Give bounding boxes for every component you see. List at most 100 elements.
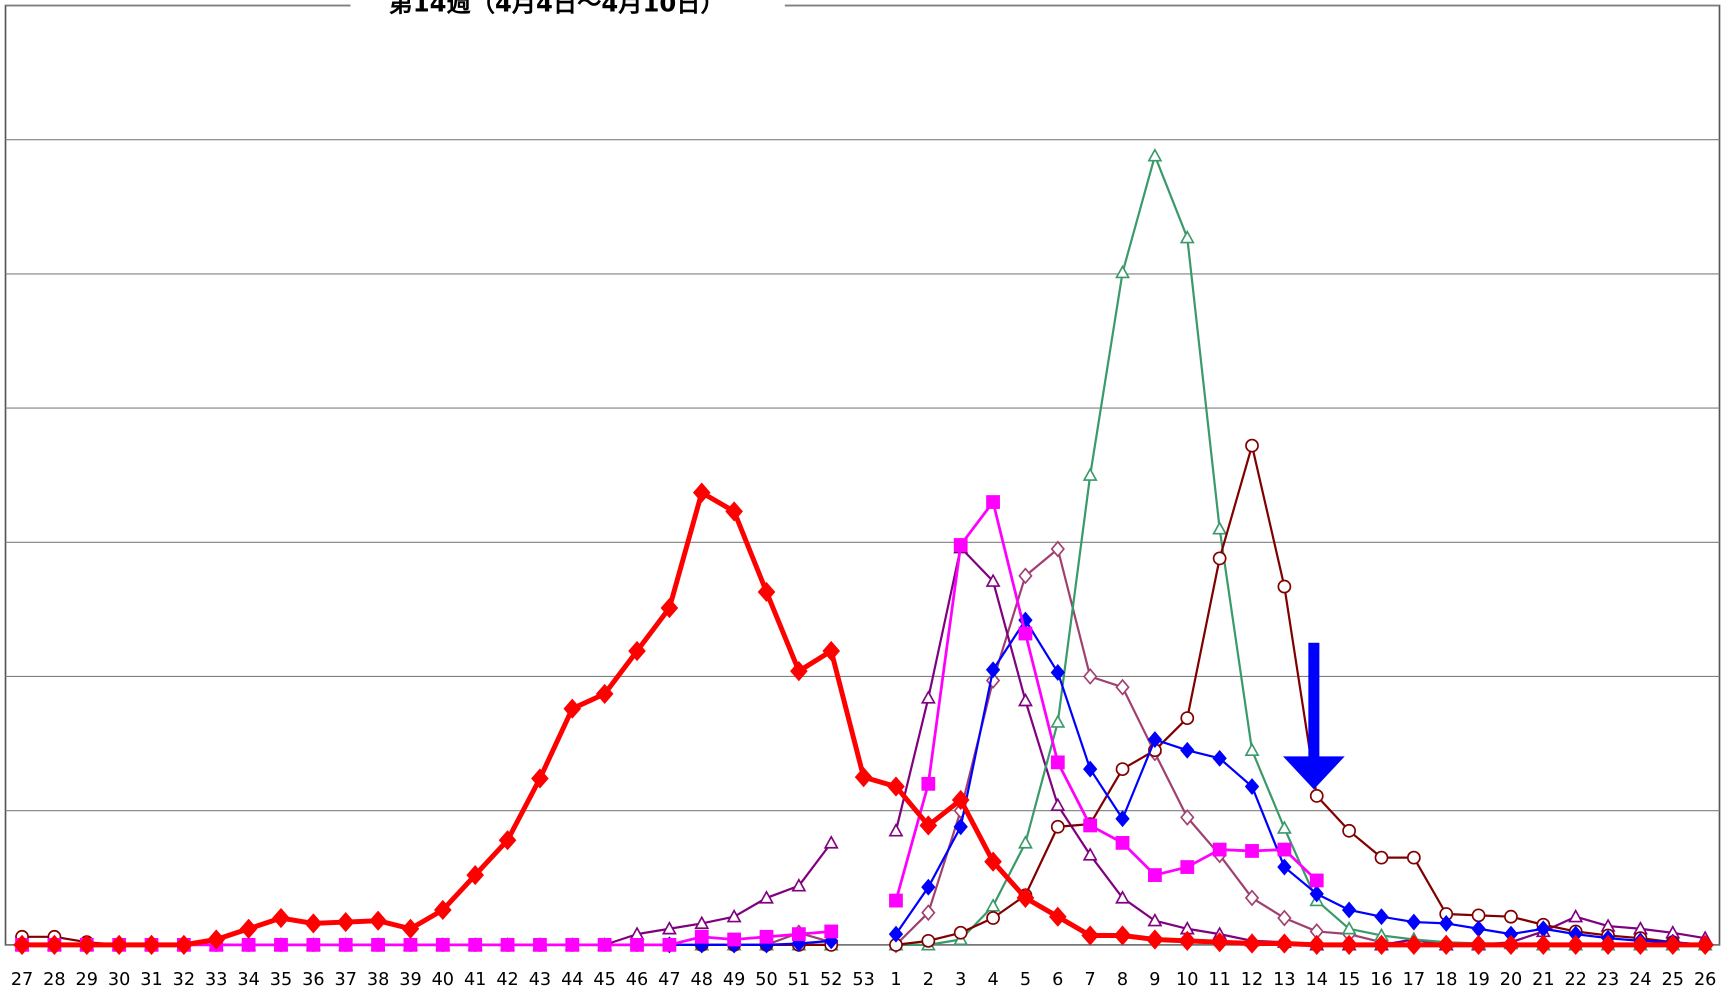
marker [888, 823, 904, 837]
x-tick-label: 46 [626, 970, 648, 990]
x-tick-label: 27 [11, 970, 33, 990]
marker [790, 661, 808, 682]
marker [824, 924, 839, 939]
x-tick-label: 38 [367, 970, 389, 990]
marker [403, 937, 418, 952]
series [694, 540, 1713, 954]
marker [823, 835, 839, 849]
series-line [22, 444, 1706, 946]
x-tick-label: 29 [76, 970, 98, 990]
series [694, 148, 1713, 951]
marker [1210, 932, 1229, 953]
x-tick-label: 21 [1532, 970, 1554, 990]
marker [369, 910, 387, 931]
marker [1050, 755, 1065, 770]
marker [726, 908, 742, 923]
x-tick-label: 5 [1020, 970, 1031, 990]
x-tick-label: 41 [464, 970, 486, 990]
marker [1534, 934, 1553, 955]
chart-title: 第14週（4月4日～4月10日） [388, 0, 724, 17]
marker [1406, 913, 1421, 931]
marker [889, 893, 903, 908]
marker [759, 929, 774, 944]
x-tick-label: 19 [1467, 970, 1489, 990]
marker [1277, 909, 1292, 927]
marker [1148, 868, 1162, 882]
x-tick-label: 48 [691, 970, 713, 990]
marker [1243, 933, 1261, 954]
x-tick-label: 18 [1435, 970, 1457, 990]
marker [1471, 920, 1486, 938]
marker [1050, 540, 1065, 558]
marker [468, 937, 483, 952]
marker [595, 683, 614, 705]
marker [1276, 820, 1292, 834]
marker [1307, 934, 1326, 955]
marker [1083, 818, 1098, 833]
marker [500, 937, 515, 952]
marker [1180, 741, 1195, 759]
marker [1631, 934, 1650, 955]
marker [1017, 835, 1033, 849]
x-tick-label: 23 [1597, 970, 1619, 990]
marker [1147, 148, 1163, 162]
marker [110, 934, 128, 955]
x-tick-label: 8 [1117, 970, 1128, 990]
marker [1212, 551, 1227, 566]
x-tick-label: 32 [173, 970, 195, 990]
marker [1083, 760, 1098, 778]
marker [13, 934, 31, 955]
x-tick-label: 42 [496, 970, 518, 990]
series-line [669, 619, 1706, 946]
x-tick-label: 47 [658, 970, 680, 990]
marker [1180, 860, 1195, 874]
x-tick-label: 50 [755, 970, 777, 990]
marker [727, 932, 742, 947]
marker [1277, 579, 1292, 594]
x-tick-label: 35 [270, 970, 292, 990]
marker [1471, 908, 1486, 923]
marker [759, 890, 774, 904]
marker [1115, 762, 1130, 776]
marker [1309, 885, 1324, 903]
marker [694, 915, 710, 930]
marker [563, 698, 582, 719]
marker [1599, 934, 1617, 955]
series-line [22, 490, 1706, 948]
marker [175, 934, 193, 955]
x-tick-label: 53 [852, 970, 874, 990]
arrow-shaft [1308, 642, 1320, 759]
marker [1212, 842, 1227, 857]
marker [1115, 678, 1130, 696]
marker [921, 878, 936, 896]
marker [1048, 906, 1067, 927]
marker [662, 937, 677, 952]
marker [1277, 858, 1292, 876]
series-line [701, 547, 1706, 946]
marker [921, 933, 936, 948]
x-tick-label: 40 [432, 970, 454, 990]
x-tick-label: 11 [1208, 970, 1230, 990]
marker [401, 918, 420, 939]
marker [498, 830, 517, 851]
marker [1115, 835, 1130, 850]
x-tick-label: 52 [820, 970, 842, 990]
x-tick-label: 14 [1306, 970, 1328, 990]
marker [274, 937, 288, 952]
marker [1050, 714, 1066, 728]
marker [791, 927, 806, 942]
marker [1275, 933, 1294, 954]
marker [1437, 934, 1456, 955]
marker [1374, 908, 1389, 926]
x-tick-label: 24 [1629, 970, 1651, 990]
x-tick-label: 31 [140, 970, 162, 990]
marker [1244, 742, 1260, 756]
marker [986, 495, 1000, 509]
marker [1018, 567, 1033, 585]
marker [1340, 934, 1358, 955]
marker [1245, 844, 1259, 858]
title-bg [350, 0, 785, 16]
marker [1469, 934, 1488, 955]
marker [1179, 229, 1195, 244]
marker [1018, 626, 1033, 641]
